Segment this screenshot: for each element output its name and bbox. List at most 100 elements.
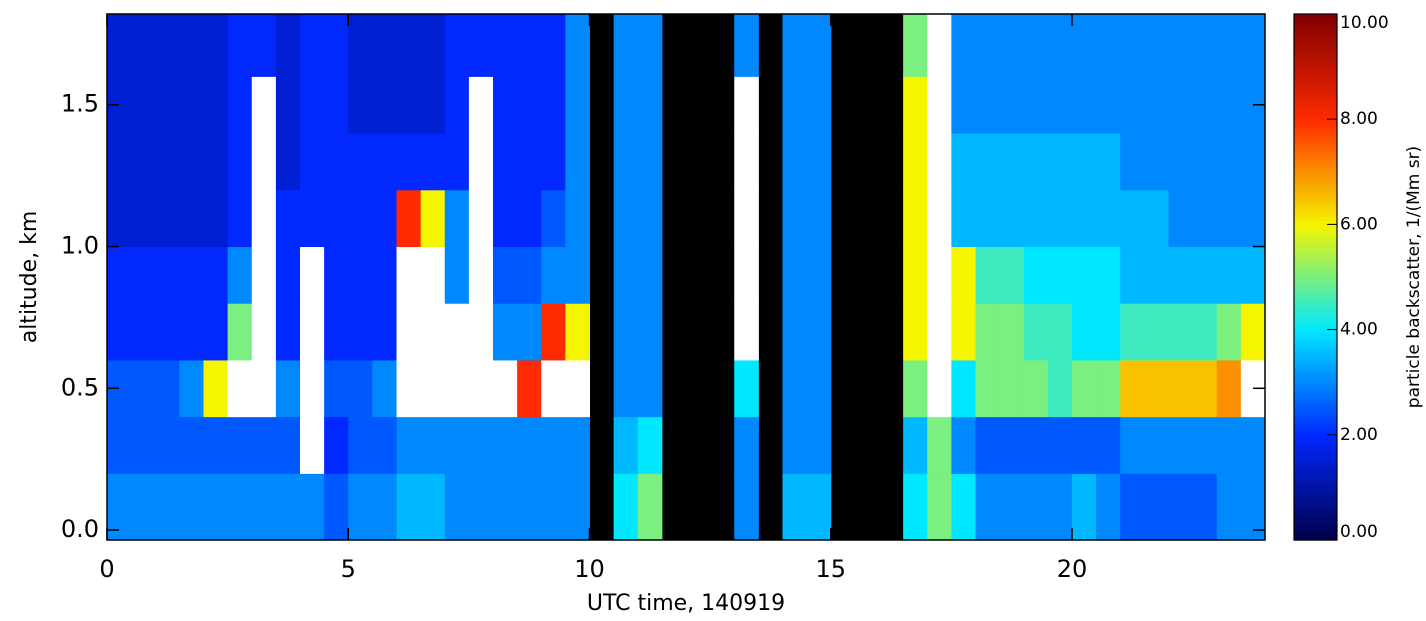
colorbar-segment [1294,475,1337,480]
heatmap-cell [541,303,566,361]
heatmap-cell [1168,359,1194,418]
colorbar-segment [1294,135,1337,141]
heatmap-cell [1144,473,1169,541]
heatmap-cell [444,189,470,248]
heatmap-cell [444,416,470,474]
heatmap-cell [517,246,542,304]
colorbar-segment [1294,341,1337,347]
heatmap-cell [468,133,494,191]
heatmap-cell [300,133,325,191]
heatmap-cell [517,133,542,191]
colorbar-segment [1294,398,1337,404]
colorbar-segment [1294,499,1337,505]
colorbar-segment [1294,46,1337,52]
colorbar-segment [1294,321,1337,327]
heatmap-cell [1144,246,1169,304]
colorbar-segment [1294,491,1337,497]
heatmap-cell [493,189,518,248]
heatmap-cell [468,303,494,361]
heatmap-cell [637,359,663,418]
heatmap-cell [396,473,422,541]
colorbar-segment [1294,212,1337,217]
heatmap-cell [1192,246,1218,304]
colorbar-segment [1294,90,1337,96]
heatmap-cell [782,133,808,191]
heatmap-cell [1047,76,1073,134]
heatmap-cell [227,359,253,418]
colorbar-segment [1294,252,1337,258]
heatmap-cell [565,473,590,541]
heatmap-cell [1096,133,1121,191]
heatmap-cell [372,189,397,248]
heatmap-cell [565,303,590,361]
heatmap-cell [975,189,1001,248]
heatmap-cell [444,246,470,304]
heatmap-cell [348,303,373,361]
colorbar-segment [1294,18,1337,23]
heatmap-cell [131,473,156,541]
colorbar-segment [1294,414,1337,420]
colorbar-segment [1294,208,1337,213]
colorbar-segment [1294,527,1337,533]
colorbar-segment [1294,483,1337,488]
colorbar-segment [1294,62,1337,68]
heatmap-cell [275,76,301,134]
heatmap-cell [951,133,976,191]
heatmap-cell [396,133,422,191]
heatmap-cell [903,14,928,77]
heatmap-cell [927,246,952,304]
colorbar-segment [1294,155,1337,161]
colorbar-segment [1294,127,1337,132]
heatmap-cell [734,303,759,361]
heatmap-cell [179,416,204,474]
colorbar-segment [1294,228,1337,234]
heatmap-cell [155,303,180,361]
colorbar-segment [1294,337,1337,343]
heatmap-cell [444,473,470,541]
colorbar-segment [1294,54,1337,60]
heatmap-cell [1072,14,1097,77]
heatmap-cell [275,416,301,474]
heatmap-cell [999,246,1025,304]
colorbar-segment [1294,349,1337,355]
heatmap-cell [951,246,976,304]
heatmap-cell [1216,303,1242,361]
heatmap-cell [275,359,301,418]
colorbar-segment [1294,240,1337,246]
heatmap-cell [999,416,1025,474]
heatmap-cell [155,473,180,541]
heatmap-cell [1096,303,1121,361]
heatmap-cell [637,14,663,77]
y-tick-label: 0.5 [61,373,99,401]
colorbar-segment [1294,244,1337,250]
heatmap-cell [155,246,180,304]
heatmap-cell [975,133,1001,191]
colorbar-segment [1294,418,1337,424]
colorbar-segment [1294,78,1337,84]
colorbar-tick-label: 4.00 [1340,320,1378,340]
heatmap-cell [227,416,253,474]
heatmap-cell [179,473,204,541]
heatmap-cell [782,473,808,541]
heatmap-cell [637,189,663,248]
heatmap-cell [300,189,325,248]
heatmap-cell [1192,416,1218,474]
x-tick-label: 5 [341,555,356,583]
heatmap-cell [468,473,494,541]
heatmap-cell [107,14,132,77]
colorbar-segment [1294,277,1337,282]
heatmap-cell [396,14,422,77]
heatmap-cell [999,303,1025,361]
heatmap-cell [131,189,156,248]
heatmap-cell [927,189,952,248]
heatmap-cell [927,133,952,191]
heatmap-cell [251,359,277,418]
heatmap-cell [107,416,132,474]
heatmap-cell [1023,14,1049,77]
heatmap-cell [275,246,301,304]
y-tick-label: 1.0 [61,232,99,260]
heatmap-cell [951,473,976,541]
heatmap-cell [734,246,759,304]
heatmap-cell [227,246,253,304]
heatmap-cell [420,246,446,304]
